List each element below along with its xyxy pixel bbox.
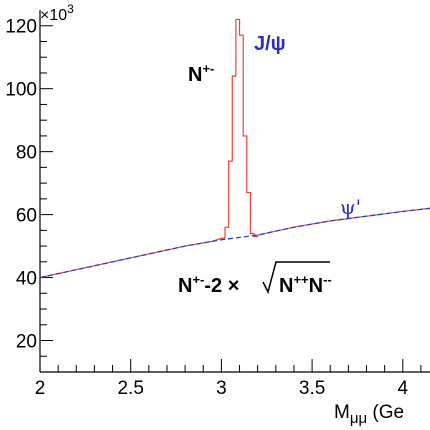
y-tick-label: 100 bbox=[5, 80, 37, 101]
n-plus-minus-label: N+- bbox=[188, 61, 214, 86]
x-tick-label: 2.5 bbox=[117, 378, 143, 399]
y-tick-label: 80 bbox=[16, 143, 37, 164]
series-background-dashed bbox=[39, 207, 430, 279]
y-tick-label: 60 bbox=[16, 206, 37, 227]
y-exponent-label: ×103 bbox=[40, 2, 74, 24]
x-tick-label: 3 bbox=[216, 378, 227, 399]
formula-prefix: N+--2 × bbox=[178, 272, 239, 297]
y-axis-ticks: 20 40 60 80 100 120 bbox=[5, 17, 53, 357]
x-tick-label: 3.5 bbox=[299, 378, 325, 399]
plot-series bbox=[39, 18, 430, 279]
x-axis-ticks: 2 2.5 3 3.5 4 bbox=[35, 359, 422, 399]
psi-prime-label: ψ' bbox=[340, 195, 361, 219]
x-tick-label: 4 bbox=[398, 378, 409, 399]
y-tick-label: 120 bbox=[5, 17, 37, 38]
sqrt-radical-sign bbox=[262, 261, 330, 295]
plot-frame bbox=[39, 10, 430, 373]
jpsi-label: J/ψ bbox=[254, 33, 286, 55]
y-tick-label: 20 bbox=[16, 332, 37, 353]
series-signal-histogram bbox=[39, 18, 430, 279]
formula-radicand: N++N-- bbox=[279, 272, 332, 297]
x-tick-label: 2 bbox=[35, 378, 46, 399]
subtraction-formula-label: N+--2 × N++N-- bbox=[178, 261, 332, 297]
y-tick-label: 40 bbox=[16, 269, 37, 290]
x-axis-title: Mμμ (Ge bbox=[334, 402, 404, 427]
